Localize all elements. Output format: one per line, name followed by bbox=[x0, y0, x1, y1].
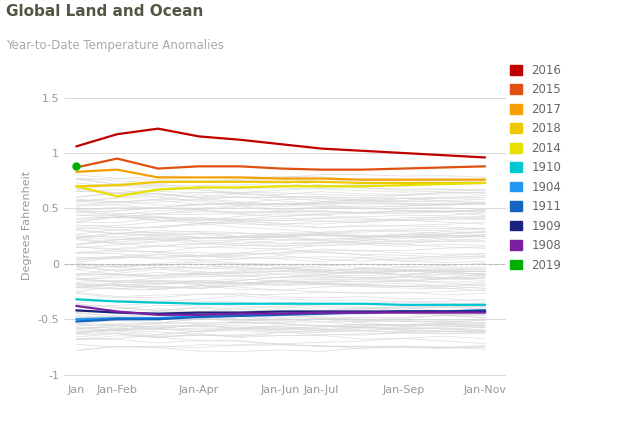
Legend: 2016, 2015, 2017, 2018, 2014, 1910, 1904, 1911, 1909, 1908, 2019: 2016, 2015, 2017, 2018, 2014, 1910, 1904… bbox=[510, 64, 561, 272]
Text: Global Land and Ocean: Global Land and Ocean bbox=[6, 4, 204, 19]
Text: Year-to-Date Temperature Anomalies: Year-to-Date Temperature Anomalies bbox=[6, 39, 224, 52]
Y-axis label: Degrees Fahrenheit: Degrees Fahrenheit bbox=[22, 170, 32, 280]
